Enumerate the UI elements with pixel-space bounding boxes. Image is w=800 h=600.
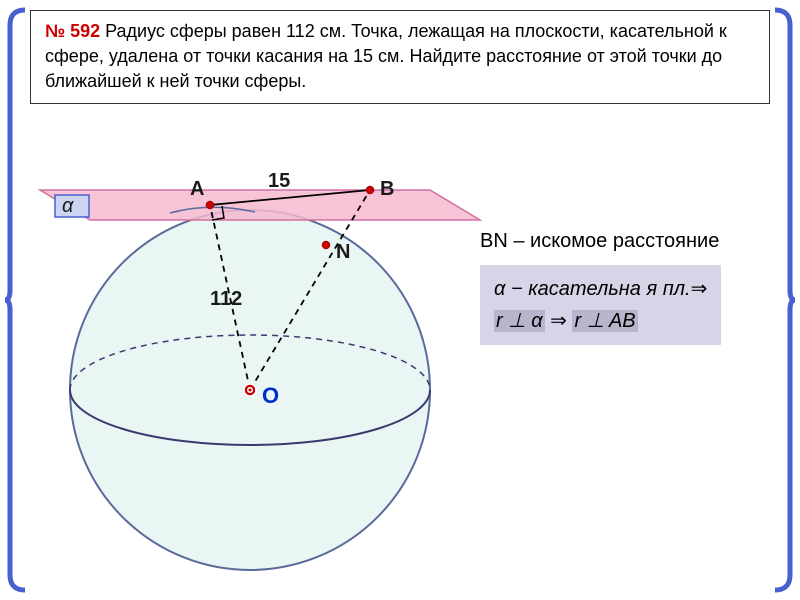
formula-line2: r ⊥ α ⇒ r ⊥ AB [494,305,707,337]
alpha-label: α [62,195,74,217]
bn-caption: BN – искомое расстояние [480,230,719,253]
label-A: A [190,178,204,200]
formula-line1: α − касательна я пл.⇒ [494,273,707,305]
label-O: O [262,383,279,408]
formula-r-perp-ab: r ⊥ AB [572,310,637,332]
geometry-diagram: α A B N O 15 112 [0,140,500,600]
label-AB-length: 15 [268,170,290,192]
point-A [206,201,214,209]
formula-alpha: α [494,278,505,300]
point-B [366,186,374,194]
problem-number: № 592 [45,21,100,41]
label-B: B [380,178,394,200]
problem-statement: № 592 Радиус сферы равен 112 см. Точка, … [30,10,770,104]
arrow-icon: ⇒ [691,278,708,300]
arrow-icon: ⇒ [545,310,573,332]
label-N: N [336,241,350,263]
formula-box: α − касательна я пл.⇒ r ⊥ α ⇒ r ⊥ AB [480,265,721,345]
tangent-plane [40,190,480,220]
formula-r-perp-alpha: r ⊥ α [494,310,545,332]
point-O-dot [249,389,252,392]
problem-text: Радиус сферы равен 112 см. Точка, лежаща… [45,21,727,91]
formula-text1: − касательна я пл. [505,278,690,300]
point-N [322,241,330,249]
label-OA-length: 112 [210,288,242,310]
